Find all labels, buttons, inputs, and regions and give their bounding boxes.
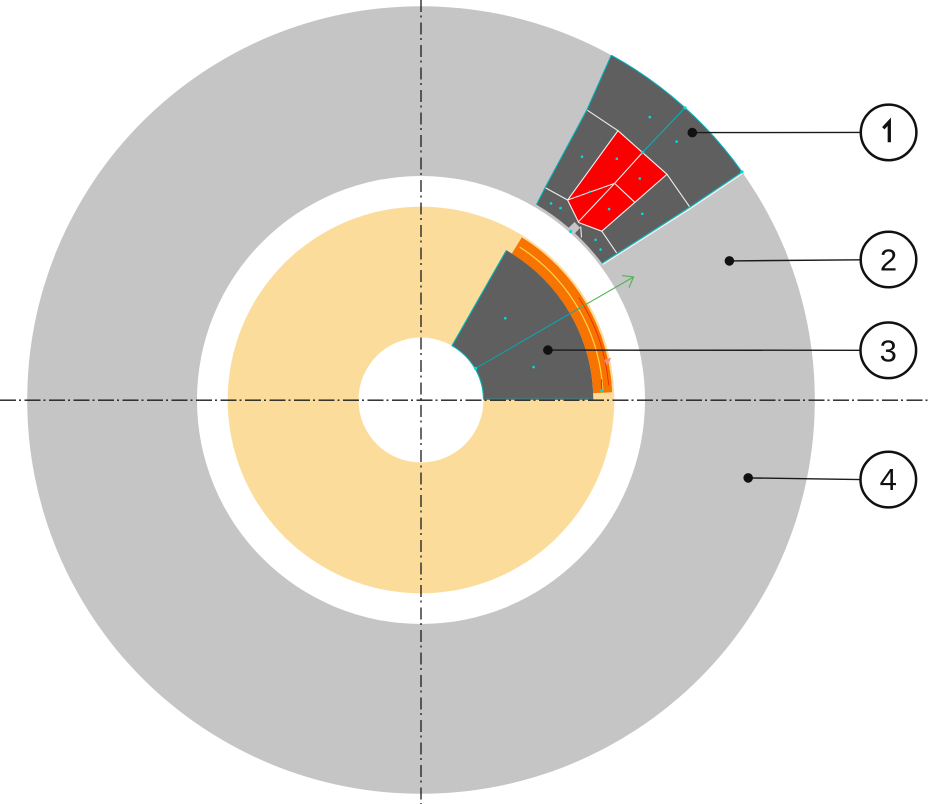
svg-text:2: 2 <box>880 243 897 278</box>
svg-text:4: 4 <box>880 462 897 497</box>
svg-text:3: 3 <box>880 333 897 368</box>
